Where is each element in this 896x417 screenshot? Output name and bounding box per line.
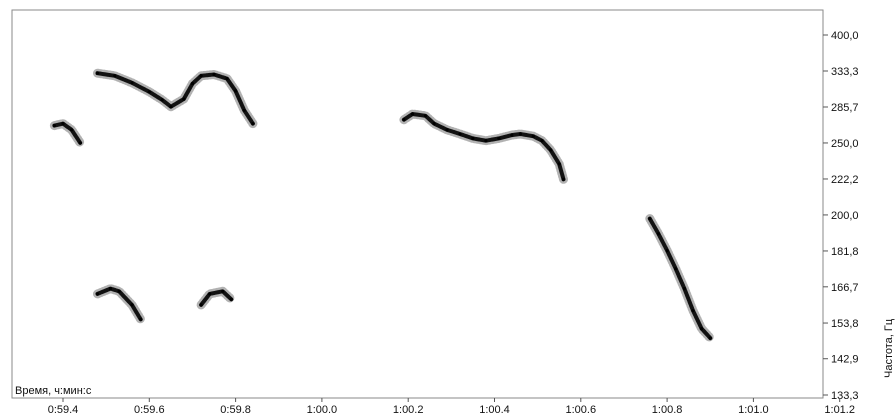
y-tick-label: 400,0 <box>831 30 859 42</box>
trace-point <box>648 217 652 221</box>
trace-point <box>225 77 229 81</box>
trace-point <box>708 336 712 340</box>
trace-point <box>130 303 134 307</box>
x-tick-label: 1:00.4 <box>479 404 510 416</box>
trace-5 <box>93 284 146 324</box>
trace-point <box>169 105 173 109</box>
trace-core <box>52 121 83 145</box>
trace-point <box>108 287 113 291</box>
y-tick-label: 285,7 <box>831 102 859 114</box>
trace-point <box>199 303 203 307</box>
trace-1 <box>49 119 85 148</box>
trace-point <box>95 292 100 296</box>
trace-point <box>432 122 436 126</box>
trace-point <box>549 148 553 152</box>
y-tick-label: 166,7 <box>831 282 859 294</box>
trace-3 <box>399 109 568 184</box>
trace-point <box>700 327 704 331</box>
trace-point <box>208 292 212 296</box>
trace-point <box>160 98 164 102</box>
trace-point <box>402 118 406 122</box>
x-tick-label: 1:00.6 <box>566 404 597 416</box>
trace-core <box>95 71 255 126</box>
y-tick-label: 250,0 <box>831 138 859 150</box>
trace-point <box>665 248 669 253</box>
x-tick-label: 1:00.2 <box>393 404 424 416</box>
trace-point <box>229 297 233 301</box>
y-tick-label: 133,3 <box>831 390 859 402</box>
trace-point <box>242 108 246 112</box>
trace-point <box>147 90 151 94</box>
trace-4 <box>645 214 715 343</box>
trace-point <box>410 112 415 116</box>
trace-point <box>682 287 687 291</box>
trace-point <box>199 74 203 78</box>
y-tick-label: 333,3 <box>831 66 859 78</box>
x-tick-label: 1:01.2 <box>824 404 855 416</box>
trace-point <box>656 232 661 236</box>
y-tick-label: 181,8 <box>831 246 859 258</box>
y-axis: 400,0 333,3 285,7 250,0 222,2 200,0 181,8 166,7… <box>823 30 859 402</box>
x-tick-label: 0:59.6 <box>134 404 165 416</box>
y-tick-label: 222,2 <box>831 174 859 186</box>
trace-point <box>518 132 523 136</box>
trace-point <box>52 124 57 128</box>
trace-point <box>61 122 65 126</box>
series-layer <box>49 68 715 343</box>
y-axis-label: Частота, Гц <box>883 318 895 378</box>
trace-2 <box>93 68 258 129</box>
trace-point <box>497 136 501 140</box>
trace-point <box>561 177 566 181</box>
trace-point <box>531 134 535 138</box>
trace-core <box>199 289 234 307</box>
trace-point <box>95 71 100 75</box>
x-tick-label: 1:00.0 <box>307 404 338 416</box>
x-axis-label: Время, ч:мин:с <box>15 385 92 397</box>
trace-core <box>401 112 566 182</box>
trace-point <box>674 267 678 271</box>
trace-point <box>557 162 561 166</box>
trace-point <box>251 122 255 126</box>
trace-6 <box>196 286 236 310</box>
trace-point <box>190 82 195 86</box>
y-tick-label: 153,8 <box>831 318 859 330</box>
trace-point <box>471 136 475 140</box>
trace-point <box>212 72 216 77</box>
trace-point <box>458 132 462 136</box>
y-tick-label: 200,0 <box>831 210 859 222</box>
trace-point <box>221 289 225 293</box>
x-tick-label: 0:59.4 <box>48 404 79 416</box>
plot-frame <box>11 9 824 399</box>
trace-point <box>113 74 117 78</box>
y-tick-label: 142,9 <box>831 354 859 366</box>
noise-texture <box>12 10 823 398</box>
trace-point <box>139 317 143 321</box>
trace-point <box>78 141 82 145</box>
trace-point <box>130 81 134 85</box>
trace-point <box>445 128 449 132</box>
trace-point <box>423 114 428 118</box>
x-tick-label: 1:01.0 <box>738 404 769 416</box>
trace-point <box>691 309 695 313</box>
trace-point <box>117 289 121 293</box>
x-axis: 0:59.4 0:59.6 0:59.8 1:00.0 1:00.2 1:00.4 1:00… <box>48 398 855 416</box>
trace-point <box>70 128 74 132</box>
trace-core <box>647 216 713 341</box>
x-tick-label: 0:59.8 <box>220 404 251 416</box>
trace-point <box>182 97 186 101</box>
x-axis-label-background <box>13 383 137 397</box>
trace-point <box>484 139 488 143</box>
trace-point <box>510 133 514 137</box>
trace-point <box>540 139 544 143</box>
x-tick-label: 1:00.8 <box>652 404 683 416</box>
trace-point <box>234 89 238 93</box>
